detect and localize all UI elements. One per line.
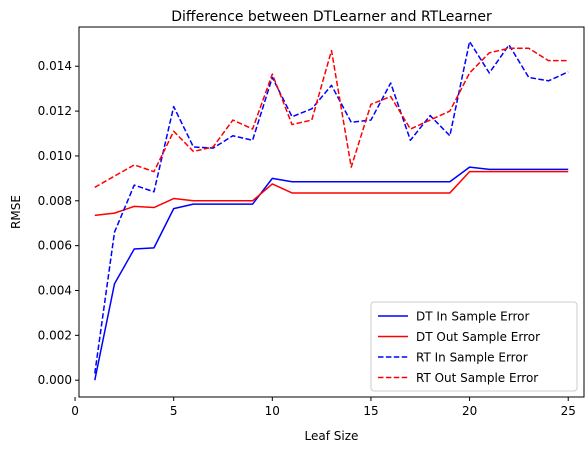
x-tick-label: 5 xyxy=(170,404,178,418)
series-line-2 xyxy=(94,170,569,217)
x-tick-label: 25 xyxy=(561,404,576,418)
plot-frame xyxy=(78,26,585,398)
x-tick-label: 10 xyxy=(265,404,280,418)
x-tick-label: 0 xyxy=(71,404,79,418)
x-tick-label: 15 xyxy=(363,404,378,418)
x-tick-label: 20 xyxy=(462,404,477,418)
y-tick-label: 0.004 xyxy=(38,283,72,297)
x-axis-label: Leaf Size xyxy=(305,429,359,443)
legend-label: RT In Sample Error xyxy=(416,351,528,365)
legend: DT In Sample Error DT Out Sample Error RT … xyxy=(370,301,578,392)
y-axis: 0.000 0.002 0.004 0.006 0.008 0.010 0.012 0.014 xyxy=(38,59,79,387)
legend-label: RT Out Sample Error xyxy=(416,371,538,385)
series-line-4 xyxy=(94,47,569,188)
chart-title: Difference between DTLearner and RTLearn… xyxy=(171,9,492,25)
series-line-1 xyxy=(94,166,569,381)
y-tick-label: 0.006 xyxy=(38,239,72,253)
y-tick-label: 0.008 xyxy=(38,194,72,208)
y-tick-label: 0.014 xyxy=(38,59,72,73)
series-line-3 xyxy=(94,40,569,374)
series-layer xyxy=(94,40,569,381)
y-axis-label: RMSE xyxy=(9,195,23,229)
legend-box xyxy=(370,301,578,392)
y-tick-label: 0.002 xyxy=(38,328,72,342)
legend-label: DT In Sample Error xyxy=(416,310,529,324)
y-tick-label: 0.012 xyxy=(38,104,72,118)
y-tick-label: 0.010 xyxy=(38,149,72,163)
y-tick-label: 0.000 xyxy=(38,373,72,387)
x-axis: 0 5 10 15 20 25 xyxy=(71,397,576,418)
legend-label: DT Out Sample Error xyxy=(416,330,540,344)
